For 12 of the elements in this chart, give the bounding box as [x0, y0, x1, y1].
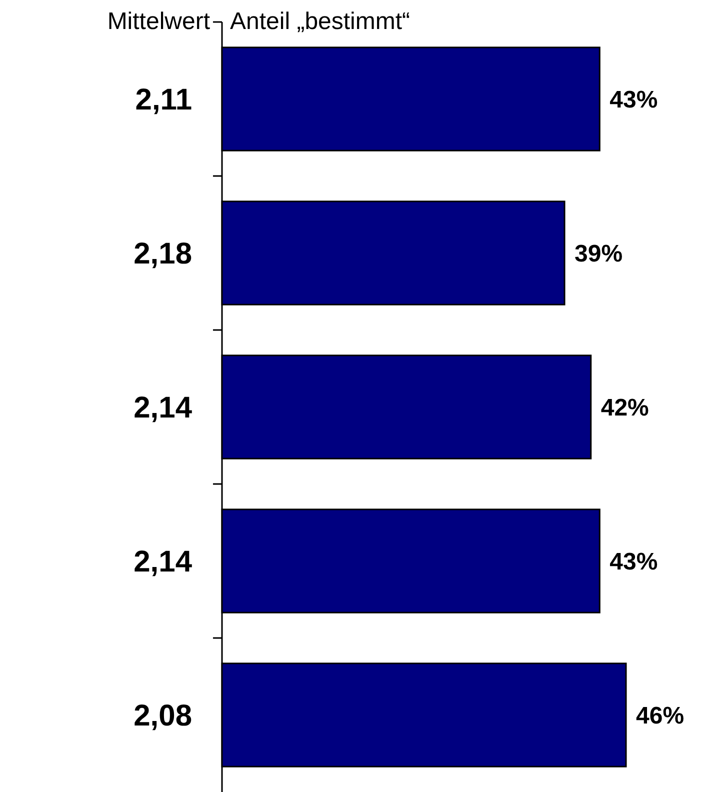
data-label: 42% — [600, 394, 649, 422]
chart-title: Anteil „bestimmt“ — [230, 8, 410, 35]
y-axis-title: Mittelwert — [107, 8, 210, 35]
y-tick-label: 2,14 — [134, 392, 192, 424]
data-label: 46% — [636, 702, 684, 730]
y-tick-label: 2,11 — [135, 84, 192, 116]
y-tick-label: 2,08 — [134, 700, 192, 732]
y-tick-label: 2,18 — [134, 238, 192, 270]
data-label: 39% — [574, 240, 623, 268]
data-label: 43% — [610, 548, 658, 576]
y-tick-label: 2,14 — [134, 546, 192, 578]
data-label: 43% — [610, 86, 658, 114]
